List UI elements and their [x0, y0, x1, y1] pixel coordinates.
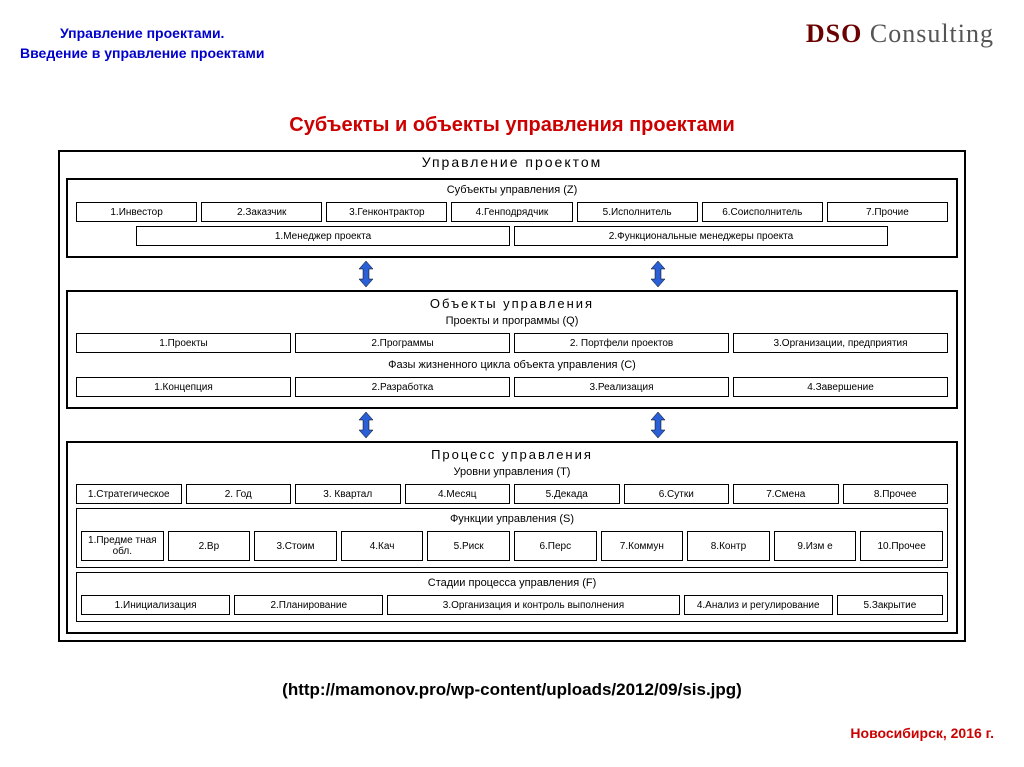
- box: 4.Генподрядчик: [451, 202, 572, 222]
- diagram-container: Управление проектом Субъекты управления …: [58, 150, 966, 642]
- process-row2: 1.Предме тная обл. 2.Вр 3.Стоим 4.Кач 5.…: [81, 531, 943, 561]
- logo-part2: Consulting: [862, 19, 994, 48]
- logo: DSO Consulting: [806, 18, 994, 49]
- section-process: Процесс управления Уровни управления (Т)…: [66, 441, 958, 634]
- box: 6.Соисполнитель: [702, 202, 823, 222]
- box: 2.Заказчик: [201, 202, 322, 222]
- section-subjects: Субъекты управления (Z) 1.Инвестор 2.Зак…: [66, 178, 958, 258]
- box: 1.Стратегическое: [76, 484, 182, 504]
- page-title: Субъекты и объекты управления проектами: [0, 114, 1024, 137]
- box: 2.Программы: [295, 333, 510, 353]
- box: 2. Год: [186, 484, 292, 504]
- box: 4.Анализ и регулирование: [684, 595, 833, 615]
- double-arrow-icon: [647, 412, 669, 438]
- header-subtitle: Управление проектами. Введение в управле…: [20, 24, 264, 63]
- objects-row2: 1.Концепция 2.Разработка 3.Реализация 4.…: [76, 377, 948, 397]
- box: 2.Планирование: [234, 595, 383, 615]
- box: 8.Прочее: [843, 484, 949, 504]
- double-arrow-icon: [355, 261, 377, 287]
- objects-row1: 1.Проекты 2.Программы 2. Портфели проект…: [76, 333, 948, 353]
- box: 1.Предме тная обл.: [81, 531, 164, 561]
- process-sub2: Функции управления (S): [79, 511, 945, 527]
- header-line2: Введение в управление проектами: [20, 44, 264, 64]
- box: 1.Проекты: [76, 333, 291, 353]
- box: 4.Завершение: [733, 377, 948, 397]
- box: 1.Менеджер проекта: [136, 226, 510, 246]
- box: 5.Риск: [427, 531, 510, 561]
- box: 5.Исполнитель: [577, 202, 698, 222]
- objects-title: Объекты управления: [74, 294, 950, 313]
- footer-text: Новосибирск, 2016 г.: [850, 725, 994, 741]
- box: 3.Стоим: [254, 531, 337, 561]
- box: 1.Инициализация: [81, 595, 230, 615]
- box: 6.Сутки: [624, 484, 730, 504]
- process-title: Процесс управления: [74, 445, 950, 464]
- box: 3.Реализация: [514, 377, 729, 397]
- process-row3: 1.Инициализация 2.Планирование 3.Организ…: [81, 595, 943, 615]
- double-arrow-icon: [647, 261, 669, 287]
- process-row1: 1.Стратегическое 2. Год 3. Квартал 4.Мес…: [76, 484, 948, 504]
- box: 7.Коммун: [601, 531, 684, 561]
- box: 6.Перс: [514, 531, 597, 561]
- process-stages-group: Стадии процесса управления (F) 1.Инициал…: [76, 572, 948, 622]
- subjects-row2: 1.Менеджер проекта 2.Функциональные мене…: [76, 226, 948, 246]
- box: 9.Изм е: [774, 531, 857, 561]
- box: 4.Кач: [341, 531, 424, 561]
- box: 3. Квартал: [295, 484, 401, 504]
- subjects-subtitle: Субъекты управления (Z): [74, 182, 950, 198]
- box: 2.Вр: [168, 531, 251, 561]
- objects-sub2: Фазы жизненного цикла объекта управления…: [74, 357, 950, 373]
- arrow-row-1: [60, 260, 964, 288]
- logo-part1: DSO: [806, 19, 862, 48]
- box: 4.Месяц: [405, 484, 511, 504]
- double-arrow-icon: [355, 412, 377, 438]
- box: 10.Прочее: [860, 531, 943, 561]
- source-url: (http://mamonov.pro/wp-content/uploads/2…: [0, 680, 1024, 700]
- process-functions-group: Функции управления (S) 1.Предме тная обл…: [76, 508, 948, 568]
- box: 8.Контр: [687, 531, 770, 561]
- box: 5.Закрытие: [837, 595, 943, 615]
- box: 3.Организация и контроль выполнения: [387, 595, 679, 615]
- section-objects: Объекты управления Проекты и программы (…: [66, 290, 958, 409]
- box: 2.Разработка: [295, 377, 510, 397]
- box: 1.Инвестор: [76, 202, 197, 222]
- header-line1: Управление проектами.: [20, 24, 264, 44]
- box: 5.Декада: [514, 484, 620, 504]
- box: 2.Функциональные менеджеры проекта: [514, 226, 888, 246]
- box: 3.Генконтрактор: [326, 202, 447, 222]
- diagram-main-title: Управление проектом: [60, 152, 964, 172]
- box: 7.Прочие: [827, 202, 948, 222]
- objects-sub1: Проекты и программы (Q): [74, 313, 950, 329]
- box: 7.Смена: [733, 484, 839, 504]
- box: 1.Концепция: [76, 377, 291, 397]
- arrow-row-2: [60, 411, 964, 439]
- subjects-row1: 1.Инвестор 2.Заказчик 3.Генконтрактор 4.…: [76, 202, 948, 222]
- process-sub1: Уровни управления (Т): [74, 464, 950, 480]
- process-sub3: Стадии процесса управления (F): [79, 575, 945, 591]
- box: 2. Портфели проектов: [514, 333, 729, 353]
- box: 3.Организации, предприятия: [733, 333, 948, 353]
